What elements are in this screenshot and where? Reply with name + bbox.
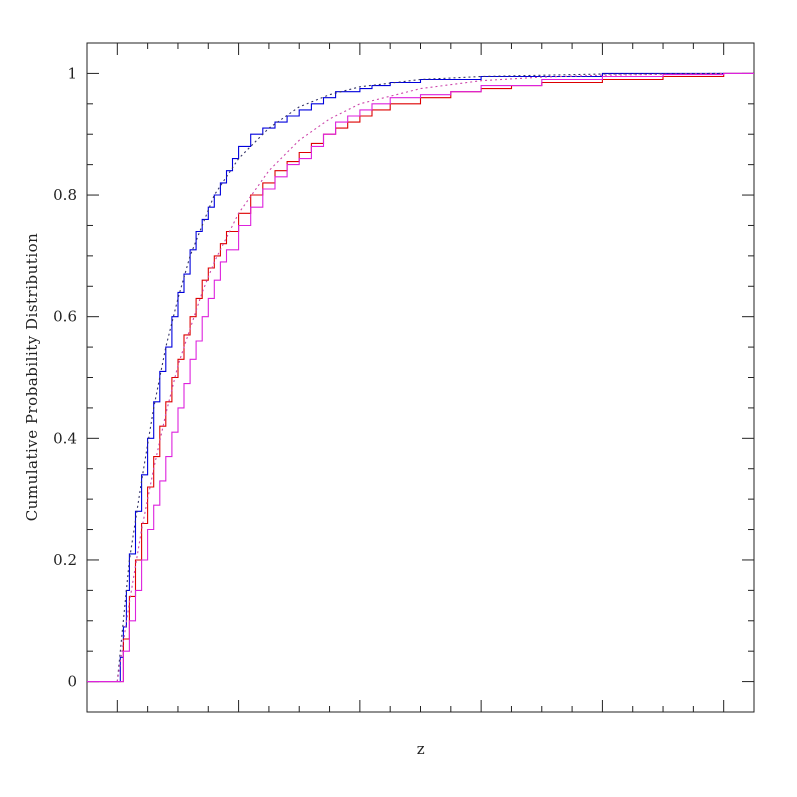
y-tick-label: 1 (67, 64, 77, 82)
series-line-5 (87, 72, 754, 683)
y-tick-label: 0.8 (53, 186, 77, 204)
y-tick-label: 0.2 (53, 551, 77, 569)
y-tick-labels: 0 0.2 0.4 0.6 0.8 1 (53, 64, 77, 690)
series-layer (87, 72, 754, 683)
series-line-3 (87, 72, 754, 683)
series-line-4 (116, 72, 724, 682)
y-axis-title: Cumulative Probability Distribution (23, 233, 41, 522)
y-tick-label: 0 (67, 673, 77, 691)
plot-frame (86, 42, 755, 713)
series-line-2 (116, 72, 724, 682)
y-tick-label: 0.4 (53, 429, 77, 447)
x-axis-title: z (417, 740, 425, 758)
y-tick-label: 0.6 (53, 308, 77, 326)
tick-marks (86, 42, 755, 713)
series-line-1 (87, 72, 754, 683)
